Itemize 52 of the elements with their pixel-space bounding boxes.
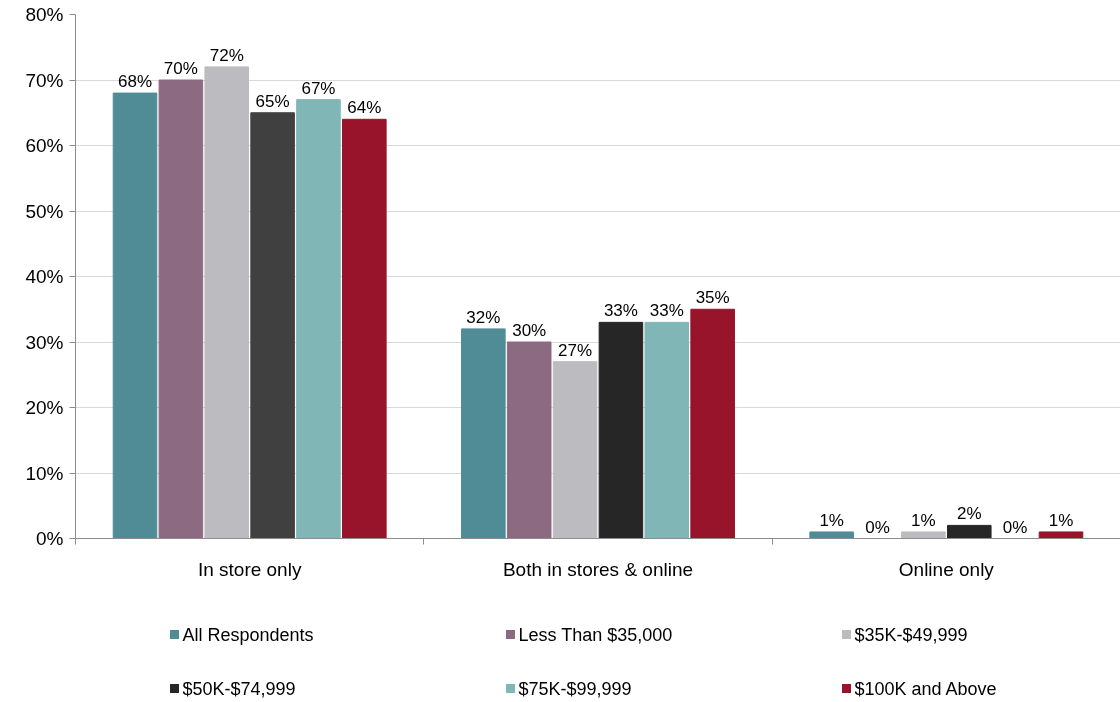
x-tick-label: In store only (197, 558, 302, 580)
bar (204, 66, 250, 539)
data-label: 1% (911, 510, 936, 530)
y-tick-label: 0% (36, 528, 64, 549)
bar (158, 79, 204, 539)
bar (946, 524, 992, 539)
bar (552, 361, 598, 539)
data-label: 0% (1002, 517, 1028, 537)
data-label: 67% (301, 78, 336, 98)
legend-label: Less Than $35,000 (518, 624, 673, 645)
data-label: 68% (117, 72, 153, 92)
bar (901, 531, 946, 539)
data-label: 2% (956, 504, 982, 524)
legend-label: $75K-$99,999 (518, 678, 632, 699)
y-tick-label: 70% (25, 69, 64, 91)
data-label: 70% (163, 59, 198, 78)
legend-label: $50K-$74,999 (182, 678, 296, 699)
data-label: 64% (347, 98, 382, 118)
data-label: 1% (819, 510, 844, 530)
data-label: 33% (649, 301, 684, 321)
y-tick-label: 30% (25, 331, 64, 353)
bar (809, 531, 854, 539)
bar (644, 321, 690, 539)
data-label: 32% (466, 307, 501, 327)
x-tick-label: Both in stores & online (502, 558, 694, 580)
legend-label: $100K and Above (854, 678, 997, 699)
bar (250, 112, 295, 539)
data-label: 0% (865, 517, 890, 537)
data-label: 33% (603, 301, 638, 321)
bar (112, 92, 158, 539)
data-label: 1% (1048, 510, 1074, 530)
y-tick-label: 20% (25, 397, 64, 418)
data-label: 65% (255, 91, 290, 111)
y-tick-label: 80% (25, 4, 64, 25)
data-label: 30% (512, 321, 547, 340)
data-label: 72% (209, 45, 244, 65)
y-tick-label: 10% (25, 462, 64, 484)
y-tick-label: 60% (25, 135, 64, 156)
bar (342, 118, 387, 539)
data-label: 35% (695, 288, 730, 308)
bar (690, 308, 735, 539)
bar (598, 321, 644, 539)
bar (296, 99, 341, 539)
x-tick-label: Online only (898, 558, 995, 580)
y-tick-label: 40% (25, 266, 64, 287)
bar (461, 328, 506, 539)
y-tick-label: 50% (25, 200, 64, 222)
bar (506, 341, 552, 539)
legend-label: $35K-$49,999 (854, 624, 968, 645)
data-label: 27% (558, 340, 593, 360)
legend-label: All Respondents (182, 624, 314, 645)
bar (1038, 531, 1084, 539)
